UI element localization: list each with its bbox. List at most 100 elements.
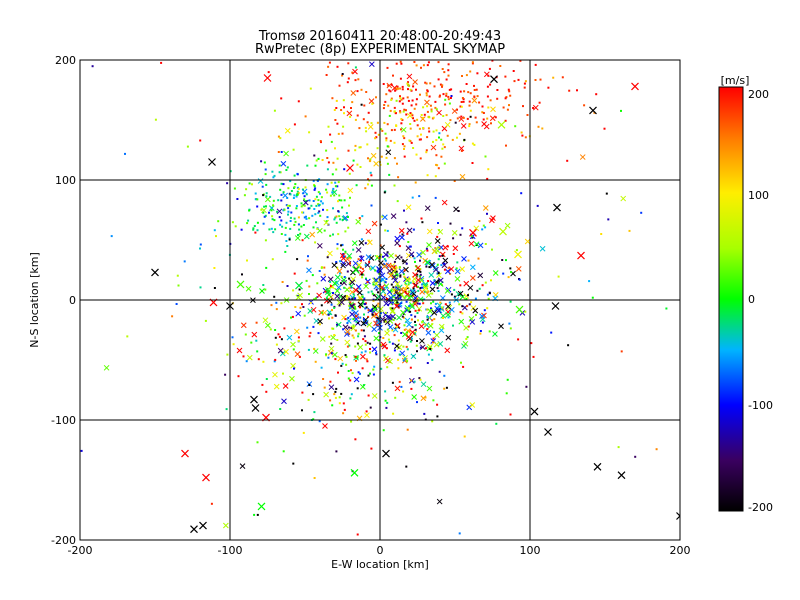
data-point-dot	[435, 154, 438, 157]
data-point-dot	[364, 187, 367, 190]
data-point-dot	[403, 137, 406, 140]
data-point-dot	[341, 73, 344, 75]
data-point-dot	[301, 239, 304, 242]
data-point-dot	[349, 397, 352, 400]
data-point-dot	[422, 127, 425, 129]
data-point-dot	[392, 74, 394, 77]
data-point-dot	[317, 203, 320, 206]
data-point-cross	[316, 242, 323, 249]
data-point-dot	[456, 136, 458, 139]
data-point-dot	[561, 76, 564, 79]
data-point-dot	[348, 277, 351, 280]
data-point-dot	[312, 418, 315, 421]
data-point-dot	[280, 193, 283, 196]
data-point-cross	[579, 154, 586, 160]
data-point-dot	[419, 157, 422, 160]
data-point-dot	[482, 112, 485, 114]
data-point-cross	[279, 350, 286, 357]
data-point-dot	[441, 254, 444, 257]
data-point-dot	[334, 119, 337, 121]
data-point-dot	[232, 343, 235, 346]
data-point-dot	[362, 329, 365, 332]
data-point-dot	[327, 161, 330, 164]
data-point-dot	[426, 318, 429, 321]
data-point-dot	[406, 331, 409, 334]
data-point-dot	[264, 168, 267, 171]
data-point-cross	[514, 250, 522, 259]
data-point-dot	[428, 116, 431, 119]
data-point-dot	[411, 114, 414, 117]
data-point-dot	[438, 370, 441, 373]
data-point-dot	[394, 396, 397, 399]
data-point-dot	[354, 355, 357, 358]
data-point-dot	[526, 114, 529, 116]
data-point-dot	[296, 190, 299, 193]
data-point-cross	[284, 127, 291, 134]
data-point-dot	[233, 187, 236, 190]
data-point-dot	[477, 257, 480, 260]
data-point-dot	[459, 90, 462, 93]
data-point-dot	[450, 293, 453, 296]
data-point-dot	[369, 351, 372, 354]
data-point-dot	[354, 149, 357, 152]
data-point-dot	[501, 259, 504, 261]
data-point-dot	[292, 462, 295, 465]
data-point-dot	[343, 168, 346, 171]
data-point-dot	[308, 285, 311, 288]
data-point-dot	[296, 173, 299, 176]
data-point-dot	[351, 334, 354, 337]
data-point-dot	[271, 170, 274, 173]
data-point-dot	[334, 390, 337, 393]
data-point-dot	[387, 338, 390, 341]
data-point-cross	[323, 391, 329, 398]
data-point-dot	[317, 211, 320, 214]
data-point-dot	[443, 374, 446, 377]
data-point-dot	[383, 354, 386, 357]
data-point-dot	[468, 125, 471, 128]
data-point-dot	[414, 328, 417, 331]
data-point-dot	[534, 63, 537, 66]
data-point-dot	[425, 94, 428, 97]
data-point-cross	[426, 228, 433, 235]
data-point-dot	[270, 206, 273, 209]
data-point-dot	[293, 123, 296, 126]
data-point-dot	[183, 260, 186, 263]
data-point-dot	[413, 119, 416, 122]
data-point-dot	[460, 101, 463, 103]
data-point-dot	[308, 131, 311, 134]
data-point-cross	[444, 268, 451, 275]
data-point-dot	[297, 216, 300, 219]
data-point-dot	[407, 241, 410, 243]
data-point-dot	[481, 105, 484, 108]
data-point-cross	[341, 277, 347, 283]
data-point-dot	[360, 273, 363, 276]
data-point-cross	[257, 178, 264, 184]
data-point-dot	[461, 312, 464, 315]
data-point-dot	[326, 256, 329, 259]
data-point-dot	[366, 281, 369, 284]
data-point-dot	[426, 105, 429, 108]
data-point-dot	[393, 106, 396, 109]
data-point-dot	[171, 315, 174, 318]
data-point-dot	[600, 233, 603, 235]
data-point-cross	[400, 126, 407, 133]
data-point-dot	[336, 122, 339, 125]
data-point-cross	[394, 303, 400, 310]
data-point-dot	[347, 77, 350, 80]
data-point-cross	[365, 228, 372, 235]
data-point-cross	[373, 280, 379, 287]
data-point-dot	[360, 103, 363, 106]
data-point-cross	[328, 345, 335, 352]
data-point-dot	[326, 157, 329, 159]
data-point-dot	[469, 92, 472, 95]
data-point-dot	[603, 127, 606, 130]
data-point-dot	[440, 264, 443, 267]
data-point-dot	[325, 220, 328, 223]
data-point-dot	[393, 349, 396, 352]
data-point-cross	[492, 270, 499, 276]
data-point-dot	[366, 341, 369, 344]
data-point-dot	[445, 92, 448, 95]
data-point-dot	[175, 303, 178, 305]
data-point-dot	[368, 260, 371, 263]
data-point-dot	[306, 164, 309, 167]
